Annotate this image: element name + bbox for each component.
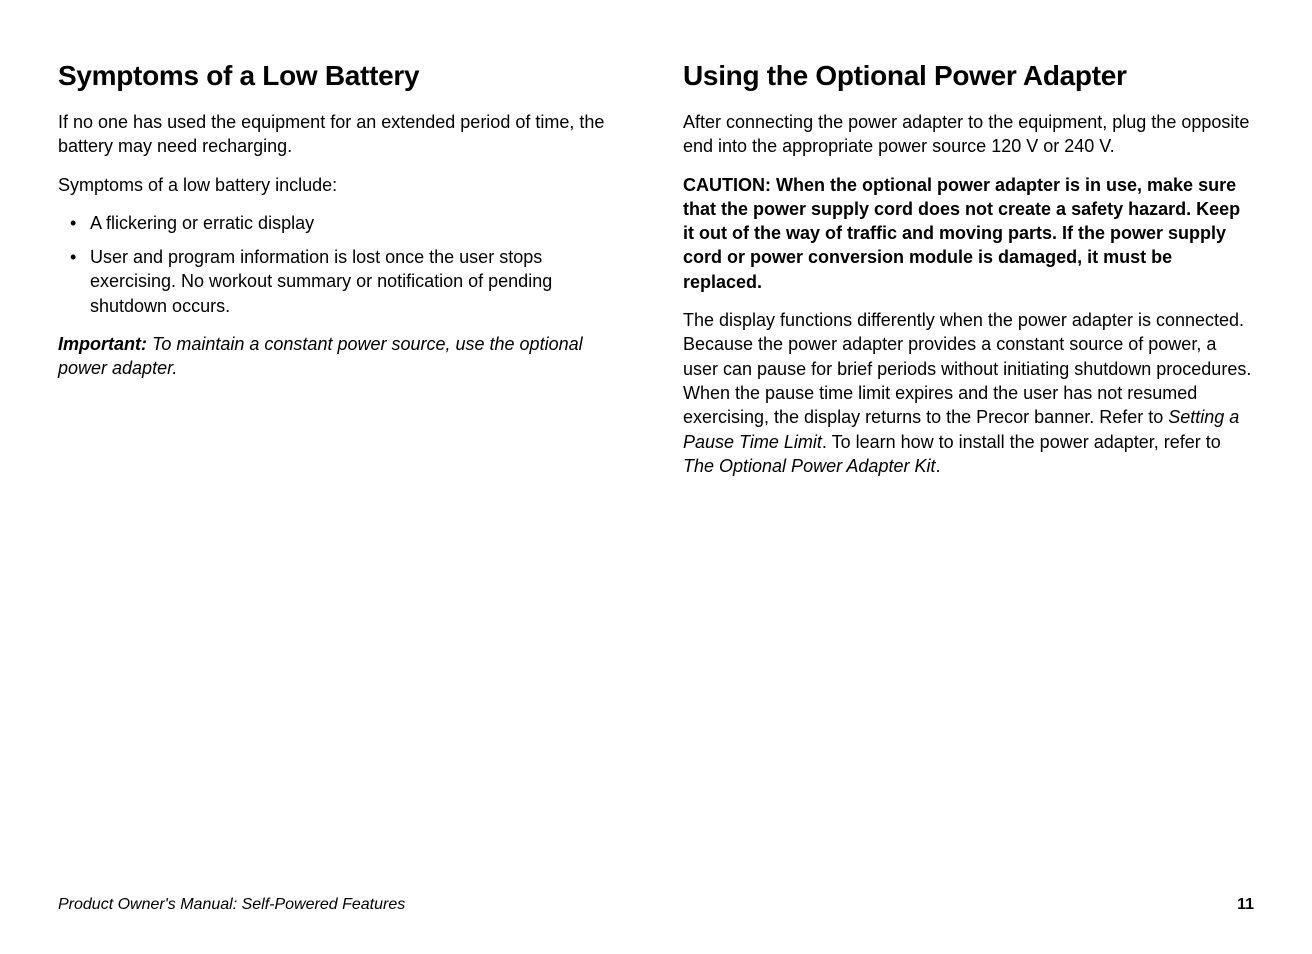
important-note: Important: To maintain a constant power …: [58, 332, 629, 381]
right-heading: Using the Optional Power Adapter: [683, 60, 1254, 92]
page-footer: Product Owner's Manual: Self-Powered Fea…: [58, 896, 1254, 914]
list-item: User and program information is lost onc…: [58, 245, 629, 318]
left-intro: If no one has used the equipment for an …: [58, 110, 629, 159]
reference-link: The Optional Power Adapter Kit: [683, 456, 935, 476]
symptom-list: A flickering or erratic display User and…: [58, 211, 629, 318]
footer-title: Product Owner's Manual: Self-Powered Fea…: [58, 896, 405, 914]
important-label: Important:: [58, 334, 147, 354]
body-text: . To learn how to install the power adap…: [822, 432, 1221, 452]
left-list-intro: Symptoms of a low battery include:: [58, 173, 629, 197]
body-text: The display functions differently when t…: [683, 310, 1251, 427]
right-intro: After connecting the power adapter to th…: [683, 110, 1254, 159]
list-item: A flickering or erratic display: [58, 211, 629, 235]
caution-text: CAUTION: When the optional power adapter…: [683, 173, 1254, 294]
right-body: The display functions differently when t…: [683, 308, 1254, 478]
body-text: .: [935, 456, 940, 476]
left-column: Symptoms of a Low Battery If no one has …: [58, 60, 629, 492]
left-heading: Symptoms of a Low Battery: [58, 60, 629, 92]
page-number: 11: [1237, 896, 1254, 914]
right-column: Using the Optional Power Adapter After c…: [683, 60, 1254, 492]
